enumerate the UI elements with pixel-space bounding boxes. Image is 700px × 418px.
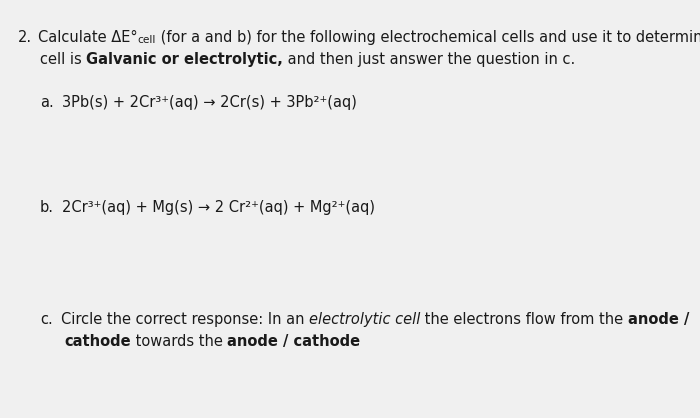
- Text: cell: cell: [138, 35, 156, 45]
- Text: electrolytic cell: electrolytic cell: [309, 312, 420, 327]
- Text: (for a and b) for the following electrochemical cells and use it to determine if: (for a and b) for the following electroc…: [156, 30, 700, 45]
- Text: the electrons flow from the: the electrons flow from the: [420, 312, 628, 327]
- Text: b.: b.: [40, 200, 54, 215]
- Text: 2.: 2.: [18, 30, 32, 45]
- Text: a.: a.: [40, 95, 54, 110]
- Text: cell is: cell is: [40, 52, 86, 67]
- Text: 2Cr³⁺(aq) + Mg(s) → 2 Cr²⁺(aq) + Mg²⁺(aq): 2Cr³⁺(aq) + Mg(s) → 2 Cr²⁺(aq) + Mg²⁺(aq…: [62, 200, 375, 215]
- Text: 3Pb(s) + 2Cr³⁺(aq) → 2Cr(s) + 3Pb²⁺(aq): 3Pb(s) + 2Cr³⁺(aq) → 2Cr(s) + 3Pb²⁺(aq): [62, 95, 356, 110]
- Text: c.: c.: [40, 312, 52, 327]
- Text: anode /: anode /: [628, 312, 690, 327]
- Text: towards the: towards the: [131, 334, 227, 349]
- Text: Calculate ΔE°: Calculate ΔE°: [38, 30, 138, 45]
- Text: Galvanic or electrolytic,: Galvanic or electrolytic,: [86, 52, 284, 67]
- Text: anode / cathode: anode / cathode: [227, 334, 360, 349]
- Text: and then just answer the question in c.: and then just answer the question in c.: [284, 52, 575, 67]
- Text: cathode: cathode: [64, 334, 131, 349]
- Text: Circle the correct response: In an: Circle the correct response: In an: [61, 312, 309, 327]
